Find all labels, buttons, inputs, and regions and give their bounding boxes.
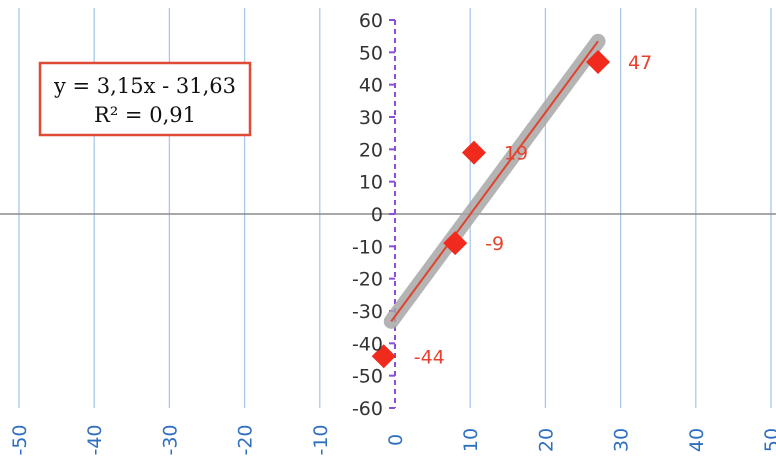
- data-labels: -44 -9 19 47: [414, 52, 653, 368]
- data-point: [461, 140, 486, 165]
- y-tick-label: -50: [352, 366, 383, 388]
- data-label: 47: [628, 52, 652, 74]
- y-tick-label: -60: [352, 398, 383, 420]
- x-tick-label: 0: [385, 434, 407, 446]
- data-label: 19: [504, 143, 528, 165]
- x-tick-label: 40: [686, 428, 708, 452]
- x-tick-label: -30: [159, 424, 181, 455]
- x-tick-label: 30: [611, 428, 633, 452]
- data-points: [371, 50, 611, 369]
- data-point: [371, 344, 396, 369]
- y-tick-label: 60: [359, 10, 383, 32]
- data-label: -9: [485, 233, 504, 255]
- equation-box: y = 3,15x - 31,63 R² = 0,91: [38, 61, 252, 137]
- y-tick-label: 20: [359, 139, 383, 161]
- x-tick-label: 50: [761, 428, 776, 452]
- equation-box-border: [38, 61, 252, 137]
- x-tick-label: -50: [9, 424, 31, 455]
- trendline-line: [390, 40, 599, 322]
- data-point: [586, 50, 611, 75]
- y-tick-label: 50: [359, 42, 383, 64]
- x-tick-label: 10: [460, 428, 482, 452]
- y-tick-label: 30: [359, 107, 383, 129]
- x-tick-label: -10: [310, 424, 332, 455]
- y-tick-label: 0: [371, 204, 383, 226]
- trendline-equation: y = 3,15x - 31,63: [53, 74, 236, 98]
- y-axis: [389, 19, 396, 409]
- x-tick-labels: -50 -40 -30 -20 -10 0 10 20 30 40 50: [9, 424, 776, 455]
- y-tick-label: 10: [359, 172, 383, 194]
- y-tick-label: 40: [359, 75, 383, 97]
- y-tick-label: -30: [352, 301, 383, 323]
- y-tick-label: -40: [352, 333, 383, 355]
- x-tick-label: -40: [84, 424, 106, 455]
- r-squared-value: R² = 0,91: [94, 103, 196, 127]
- y-tick-label: -10: [352, 236, 383, 258]
- y-tick-label: -20: [352, 269, 383, 291]
- data-label: -44: [414, 346, 445, 368]
- data-point: [443, 231, 468, 256]
- y-tick-labels: 60 50 40 30 20 10 0 -10 -20 -30 -40 -50 -60: [352, 10, 383, 420]
- x-tick-label: -20: [235, 424, 257, 455]
- x-tick-label: 20: [535, 428, 557, 452]
- trendline: [383, 33, 606, 329]
